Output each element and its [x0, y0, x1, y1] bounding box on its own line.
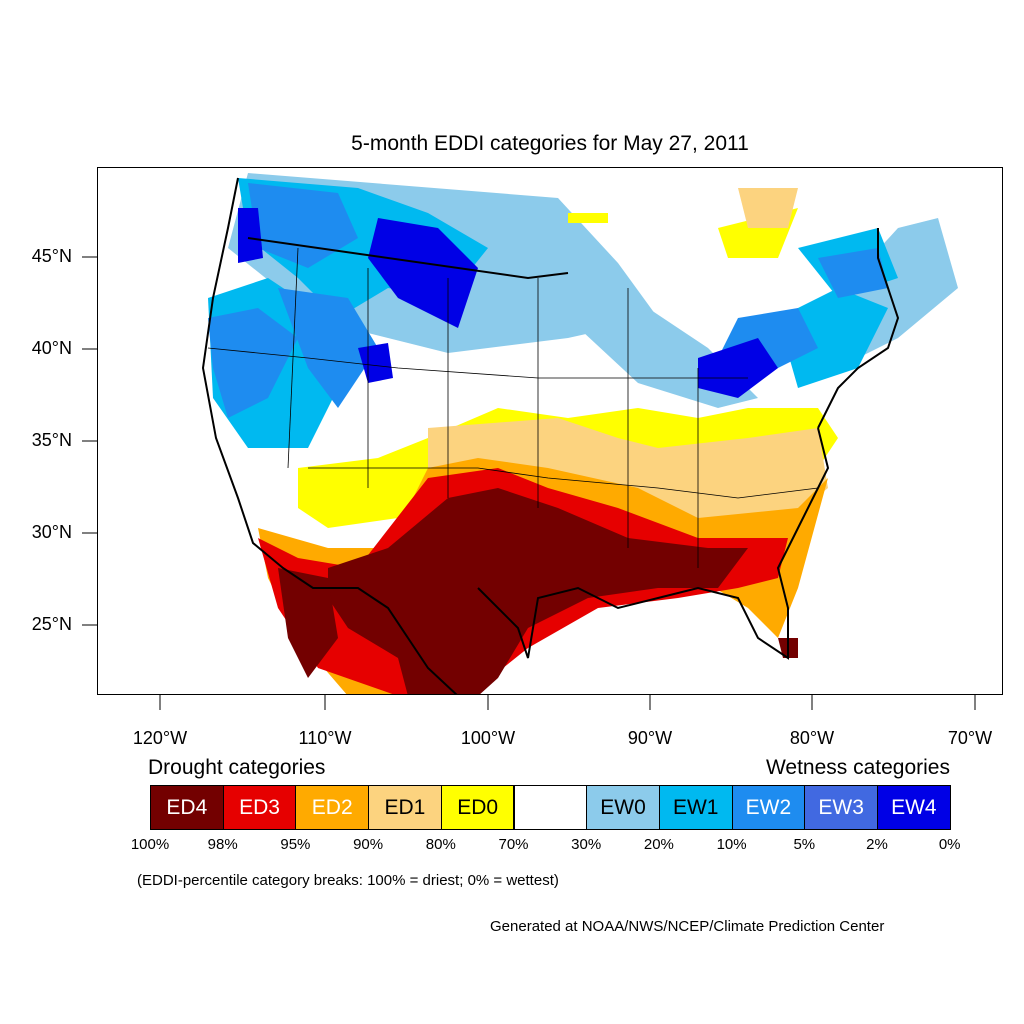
state-lines [207, 247, 819, 568]
lon-label: 100°W [460, 728, 516, 748]
coastline [817, 228, 900, 429]
chart-title: 5-month EDDI categories for May 27, 2011 [351, 132, 749, 155]
ew1-region [778, 288, 888, 388]
ed4-region [278, 568, 338, 678]
legend-break-label: 20% [643, 836, 674, 853]
eddi-fill-regions [208, 173, 958, 694]
lon-label: 90°W [627, 728, 673, 748]
us-outline [201, 177, 900, 694]
lon-label: 120°W [132, 728, 188, 748]
credit-text: Generated at NOAA/NWS/NCEP/Climate Predi… [490, 918, 885, 935]
state-line [308, 467, 819, 499]
ew4-region [698, 338, 778, 398]
lat-label: 35°N [31, 430, 72, 450]
coastline [477, 427, 830, 660]
eddi-map [201, 173, 958, 694]
drought-legend-title: Drought categories [148, 756, 326, 779]
legend-category-ed0: ED0 [440, 785, 515, 830]
legend-break-label: 100% [130, 836, 170, 853]
lat-label: 40°N [31, 338, 72, 358]
legend-note: (EDDI-percentile category breaks: 100% =… [137, 872, 559, 889]
ew4-region [358, 343, 393, 383]
ed0-region [568, 213, 608, 223]
lon-label: 80°W [789, 728, 835, 748]
legend-category-ed1: ED1 [368, 785, 442, 830]
legend-break-label: 80% [425, 836, 456, 853]
legend-category-ew0: EW0 [586, 785, 660, 830]
coastline [201, 177, 458, 694]
ew2-region [818, 248, 888, 298]
legend-break-label: 90% [353, 836, 384, 853]
ew4-region [368, 218, 478, 328]
legend-category-neutral [513, 785, 588, 830]
ed4-region [328, 488, 748, 694]
ed1-region [738, 188, 798, 228]
lat-label: 45°N [31, 246, 72, 266]
legend-category-ed2: ED2 [295, 785, 370, 830]
legend-break-label: 0% [938, 836, 961, 853]
legend-break-label: 70% [498, 836, 529, 853]
state-line [287, 247, 299, 469]
legend-break-label: 2% [866, 836, 888, 853]
ew2-region [208, 308, 298, 418]
ew2-region [278, 288, 378, 408]
legend-category-ew3: EW3 [804, 785, 878, 830]
wetness-legend-title: Wetness categories [765, 756, 950, 779]
legend-break-label: 30% [571, 836, 602, 853]
legend-break-label: 10% [716, 836, 747, 853]
legend-category-ed4: ED4 [150, 785, 224, 830]
legend-break-label: 95% [280, 836, 311, 853]
ew2-region [248, 183, 358, 268]
ew4-region [238, 208, 263, 263]
legend-category-ew1: EW1 [658, 785, 733, 830]
legend-break-label: 5% [793, 836, 816, 853]
legend-category-ew2: EW2 [731, 785, 806, 830]
border-line [247, 237, 569, 280]
lat-label: 30°N [31, 522, 72, 542]
legend-category-ed3: ED3 [222, 785, 297, 830]
legend-break-label: 98% [207, 836, 238, 853]
lat-label: 25°N [31, 614, 72, 634]
lon-label: 110°W [298, 728, 352, 748]
legend-category-ew4: EW4 [877, 785, 951, 830]
state-line [207, 347, 748, 379]
map-panel [97, 167, 1003, 695]
lon-label: 70°W [947, 728, 993, 748]
